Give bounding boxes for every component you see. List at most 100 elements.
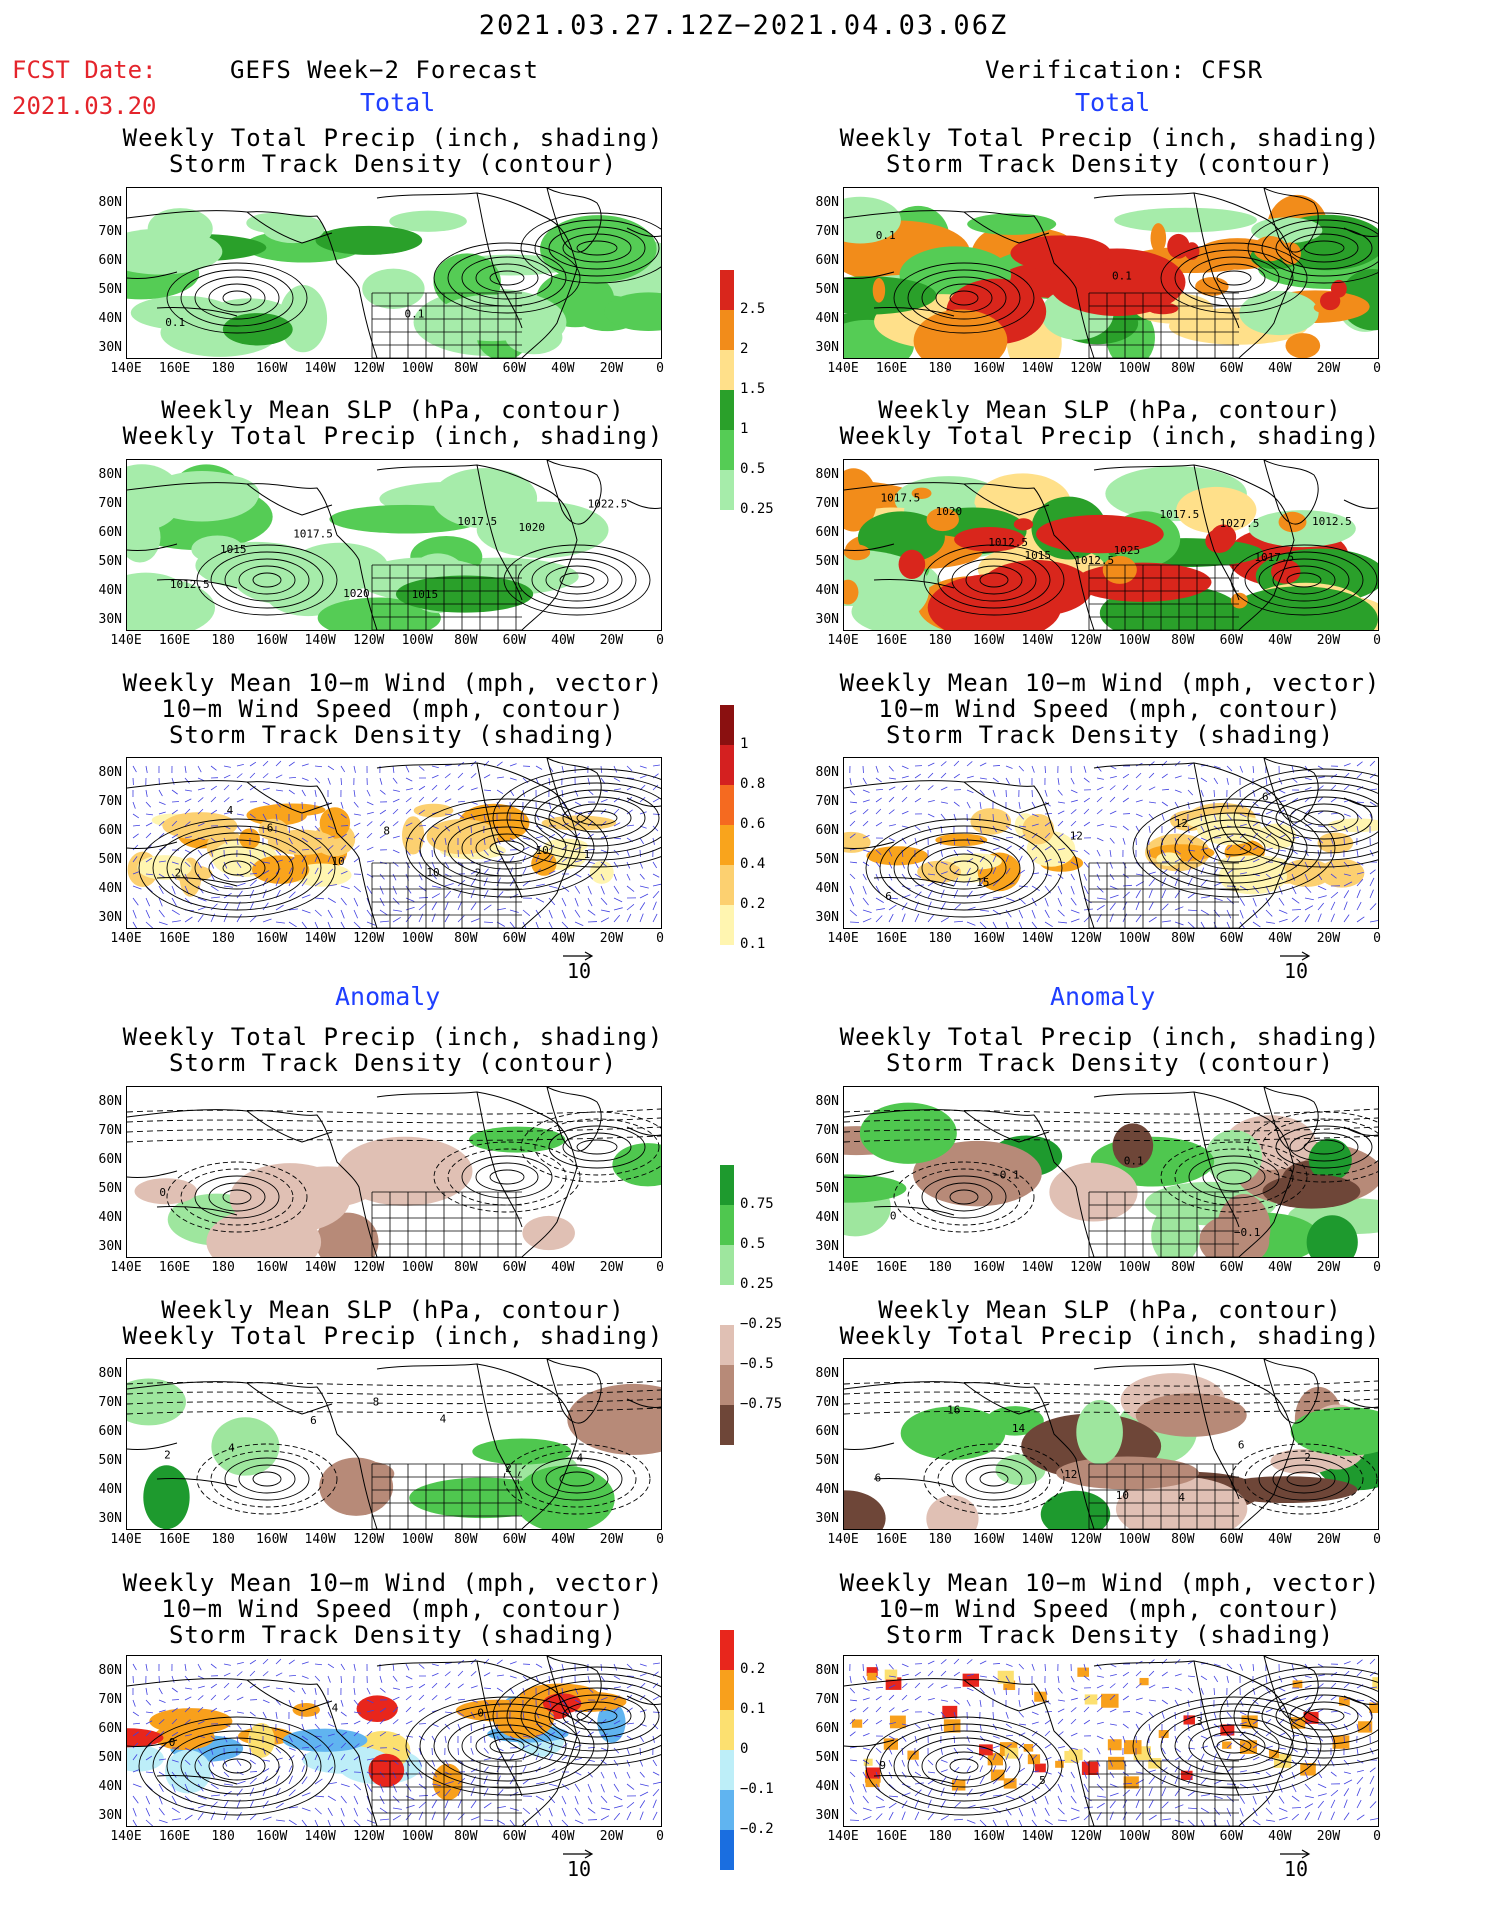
wind-vector [1018,1663,1025,1670]
wind-vector [392,1706,399,1713]
wind-vector [1044,858,1052,863]
wind-vector [1252,1719,1260,1725]
wind-vector [496,1687,504,1693]
wind-vector [327,825,335,830]
wind-vector [992,789,996,797]
contour-label: 14 [1012,1422,1026,1435]
contour-line [531,1457,623,1501]
wind-vector [405,1720,413,1725]
wind-vector [197,765,202,773]
wind-vector [1070,1816,1080,1821]
colorbar-swatch [720,1325,734,1365]
wind-vector [1096,849,1101,857]
panel-title: Weekly Mean SLP (hPa, contour) Weekly To… [839,1296,1381,1350]
contour-line [1219,1666,1378,1766]
wind-vector [875,1759,881,1766]
wind-vector [340,801,344,809]
wind-vector [444,825,450,832]
wind-vector [158,921,168,926]
longitude-label: 40W [551,1260,575,1275]
wind-vector [132,1807,137,1817]
wind-vector [223,811,231,815]
wind-vector [1330,1771,1337,1777]
wind-vector [431,797,438,803]
contour-line [1272,1464,1336,1494]
wind-vector [470,801,478,805]
wind-vector [992,1675,999,1681]
latitude-label: 80N [98,1663,122,1678]
wind-vector [1148,1759,1156,1764]
wind-vector [849,1731,856,1737]
wind-vector [353,921,361,928]
wind-vector [223,765,231,768]
wind-vector [1369,801,1377,807]
contour-line [1202,263,1266,293]
wind-vector [1161,849,1166,857]
wind-vector [392,1747,400,1752]
wind-vector [966,789,974,794]
wind-vector [431,1672,439,1677]
wind-vector [1265,820,1272,827]
storm-density-anomaly-cell [1180,1770,1193,1780]
longitude-label: 140E [827,633,859,648]
contour-line [559,1471,595,1487]
storm-density-anomaly-cell [1220,1724,1235,1736]
contour-line [180,269,294,327]
wind-vector [613,1735,621,1738]
wind-vector [210,1683,218,1689]
contour-line [893,1730,1035,1802]
wind-vector [1122,884,1133,887]
wind-vector [470,870,478,875]
storm-density-anomaly-cell [866,1767,880,1779]
wind-vector [314,1687,317,1695]
coastline-segment [1263,188,1319,253]
anomaly-precip-shading [1306,1215,1358,1257]
precip-shading-heavy [1253,235,1287,262]
wind-vector [1239,1754,1245,1761]
wind-vector [184,765,187,773]
wind-vector [184,808,191,815]
wind-vector [509,893,519,899]
coastline-segment [546,758,602,823]
wind-vector [875,821,883,827]
wind-vector [1031,813,1039,817]
storm-density-anomaly-cell [1332,1735,1350,1749]
wind-vector [1187,801,1190,809]
contour-label: 1020 [518,521,545,534]
wind-vector [392,789,400,792]
wind-vector [979,1765,983,1773]
wind-vector [888,837,896,842]
wind-vector [600,1747,608,1751]
wind-vector [992,1735,1000,1739]
longitude-label: 120W [1070,931,1102,946]
longitude-label: 20W [1316,1829,1341,1844]
wind-vector [301,1753,306,1761]
wind-vector [158,789,163,797]
wind-vector [940,878,947,887]
wind-vector [262,918,272,923]
wind-vector [457,879,466,887]
wind-vector [301,789,306,797]
wind-vector [600,909,610,913]
longitude-label: 0 [656,931,664,946]
wind-vector [145,1819,153,1826]
wind-vector [288,1687,295,1693]
wind-vector [249,861,256,867]
wind-vector [875,1695,882,1701]
wind-vector [1148,871,1156,875]
longitude-label: 0 [656,361,664,376]
coastline-segment [476,1091,523,1228]
wind-vector [1057,1699,1065,1702]
contour-line [548,1694,646,1738]
wind-vector [1187,1754,1193,1761]
wind-vector [1239,1770,1247,1773]
coastline-segment [963,781,1050,814]
colorbar-swatch [720,430,734,470]
colorbar-label: 0.2 [740,1661,766,1677]
wind-vector [587,1807,596,1814]
anomaly-precip-shading [143,1465,190,1529]
contour-line [238,565,296,595]
wind-vector [353,1720,361,1725]
wind-vector [548,1795,556,1804]
wind-vector [901,765,909,770]
